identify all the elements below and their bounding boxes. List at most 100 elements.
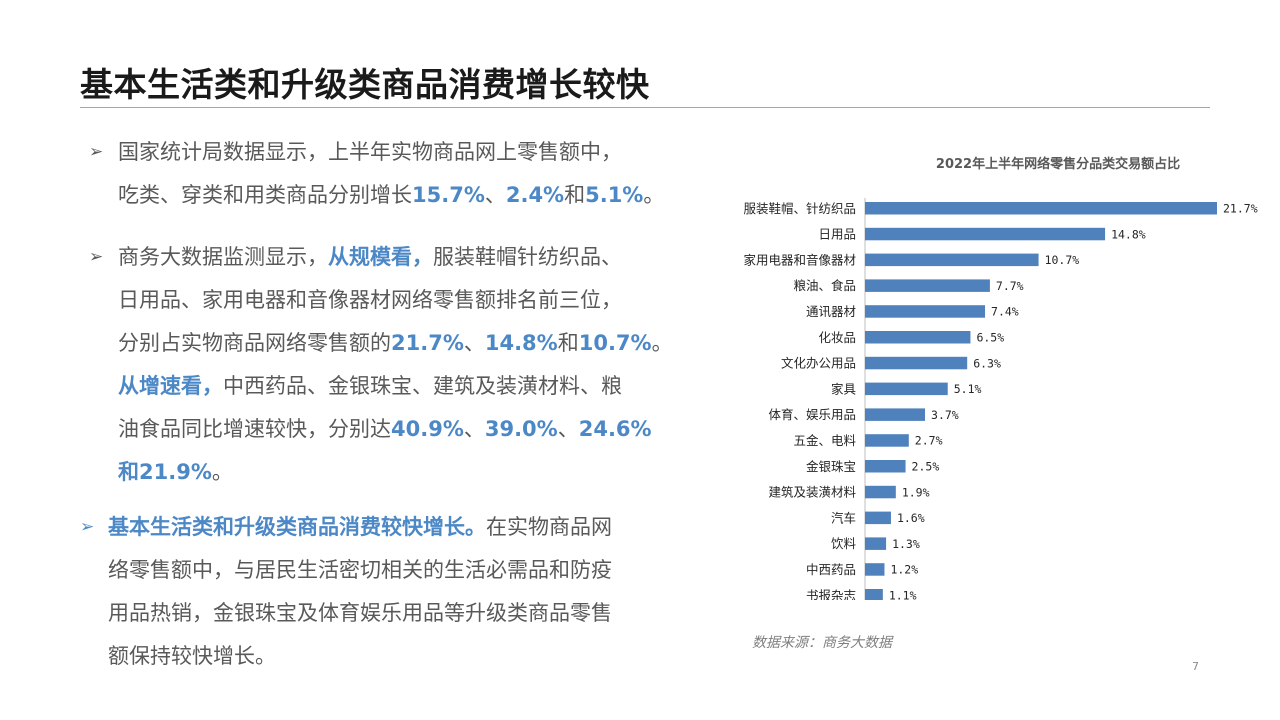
bar [865, 537, 887, 550]
p3-line-1: 基本生活类和升级类商品消费较快增长。在实物商品网 [108, 506, 612, 549]
value-label: 1.3% [892, 537, 920, 551]
category-label: 金银珠宝 [806, 459, 856, 474]
bar [865, 202, 1217, 215]
p1-line-1: 国家统计局数据显示，上半年实物商品网上零售额中， [118, 140, 622, 164]
bullet-paragraph-1: 国家统计局数据显示，上半年实物商品网上零售额中， 吃类、穿类和用类商品分别增长1… [118, 131, 664, 217]
bar [865, 305, 986, 318]
bullet-arrow-icon: ➢ [89, 247, 104, 267]
value-label: 14.8% [1111, 227, 1146, 241]
value-label: 1.6% [897, 511, 925, 525]
bullet-paragraph-3: 基本生活类和升级类商品消费较快增长。在实物商品网 络零售额中，与居民生活密切相关… [108, 506, 612, 678]
p1-end: 。 [643, 183, 665, 207]
p2-text: 油食品同比增速较快，分别达 [118, 417, 391, 441]
p3-line-3: 用品热销，金银珠宝及体育娱乐用品等升级类商品零售 [108, 601, 612, 625]
p2-line-6: 和21.9%。 [118, 451, 673, 494]
p2-value: 21.7% [391, 331, 464, 355]
p2-line-3: 分别占实物商品网络零售额的21.7%、14.8%和10.7%。 [118, 322, 673, 365]
p1-text: 吃类、穿类和用类商品分别增长 [118, 183, 412, 207]
p3-line-4: 额保持较快增长。 [108, 644, 276, 668]
category-label: 日用品 [818, 227, 856, 242]
value-label: 2.5% [912, 459, 940, 473]
category-label: 五金、电料 [793, 433, 856, 448]
p2-value: 40.9% [391, 417, 464, 441]
category-label: 饮料 [831, 536, 857, 551]
p2-sep: 、 [557, 417, 579, 441]
p1-line-2: 吃类、穿类和用类商品分别增长15.7%、2.4%和5.1%。 [118, 174, 664, 217]
bar [865, 589, 883, 600]
p2-text: 中西药品、金银珠宝、建筑及装潢材料、粮 [223, 374, 622, 398]
p2-line-1: 商务大数据监测显示，从规模看，服装鞋帽针纺织品、 [118, 236, 673, 279]
category-label: 服装鞋帽、针纺织品 [743, 201, 856, 216]
p2-value: 14.8% [484, 331, 558, 355]
p2-value: 39.0% [484, 417, 558, 441]
bar [865, 434, 909, 447]
p1-value-goods: 5.1% [585, 183, 644, 207]
p2-value: 10.7% [578, 331, 652, 355]
value-label: 5.1% [954, 382, 982, 396]
bar [865, 279, 990, 292]
p3-lead: 基本生活类和升级类商品消费较快增长。 [108, 515, 486, 539]
value-label: 1.9% [902, 485, 930, 499]
p2-line-5: 油食品同比增速较快，分别达40.9%、39.0%、24.6% [118, 408, 673, 451]
data-source-note: 数据来源：商务大数据 [752, 635, 892, 651]
bar [865, 356, 968, 370]
category-label: 建筑及装潢材料 [768, 485, 856, 500]
value-label: 1.1% [889, 588, 917, 600]
category-label: 书报杂志 [806, 588, 856, 600]
p2-line-2: 日用品、家用电器和音像器材网络零售额排名前三位， [118, 288, 622, 312]
category-label: 粮油、食品 [793, 278, 856, 293]
bar [865, 408, 926, 421]
bar [865, 331, 971, 344]
p2-line-4: 从增速看，中西药品、金银珠宝、建筑及装潢材料、粮 [118, 365, 673, 408]
category-label: 汽车 [831, 510, 856, 525]
p2-end: 。 [651, 331, 673, 355]
value-label: 1.2% [890, 563, 918, 577]
page-title: 基本生活类和升级类商品消费增长较快 [80, 65, 650, 104]
category-share-bar-chart: 2022年上半年网络零售分品类交易额占比 服装鞋帽、针纺织品 21.7% 日用品 14… [743, 156, 1258, 600]
bar [865, 511, 891, 525]
p1-value-clothing: 2.4% [505, 183, 565, 207]
value-label: 2.7% [915, 434, 943, 448]
value-label: 21.7% [1223, 201, 1258, 215]
category-label: 通讯器材 [806, 304, 856, 319]
value-label: 3.7% [931, 408, 959, 422]
bullet-paragraph-2: 商务大数据监测显示，从规模看，服装鞋帽针纺织品、 日用品、家用电器和音像器材网络… [118, 236, 673, 494]
p2-highlight-scale: 从规模看， [328, 245, 433, 269]
p1-value-food: 15.7% [412, 183, 485, 207]
bullet-arrow-icon: ➢ [80, 517, 95, 537]
value-label: 7.7% [996, 279, 1024, 293]
p2-value: 24.6% [578, 417, 652, 441]
bar [865, 460, 906, 473]
category-label: 文化办公用品 [781, 356, 856, 371]
value-label: 7.4% [991, 305, 1019, 319]
title-divider [80, 107, 1210, 108]
category-label: 体育、娱乐用品 [768, 407, 856, 422]
value-label: 6.5% [976, 330, 1004, 344]
p2-text: 服装鞋帽针纺织品、 [433, 245, 622, 269]
p2-sep: 和 [557, 331, 579, 355]
p2-sep: 、 [463, 417, 485, 441]
category-label: 家具 [831, 381, 857, 396]
p1-sep: 、 [484, 183, 506, 207]
p2-end: 。 [211, 460, 233, 484]
p2-text: 商务大数据监测显示， [118, 245, 328, 269]
bullet-arrow-icon: ➢ [89, 142, 104, 162]
p3-line-2: 络零售额中，与居民生活密切相关的生活必需品和防疫 [108, 558, 612, 582]
bar [865, 563, 885, 576]
p2-sep: 、 [463, 331, 485, 355]
category-label: 中西药品 [806, 562, 856, 577]
p3-text: 在实物商品网 [486, 515, 612, 539]
bar [865, 485, 896, 499]
bar [865, 253, 1039, 267]
p2-text: 分别占实物商品网络零售额的 [118, 331, 391, 355]
p1-sep: 和 [564, 183, 586, 207]
value-label: 6.3% [973, 356, 1001, 370]
p2-highlight-growth: 从增速看， [118, 374, 223, 398]
category-label: 化妆品 [818, 330, 856, 345]
bar [865, 382, 948, 396]
bar [865, 227, 1106, 241]
chart-title: 2022年上半年网络零售分品类交易额占比 [936, 156, 1180, 172]
page-number: 7 [1192, 660, 1199, 673]
category-label: 家用电器和音像器材 [743, 252, 856, 267]
value-label: 10.7% [1045, 253, 1080, 267]
